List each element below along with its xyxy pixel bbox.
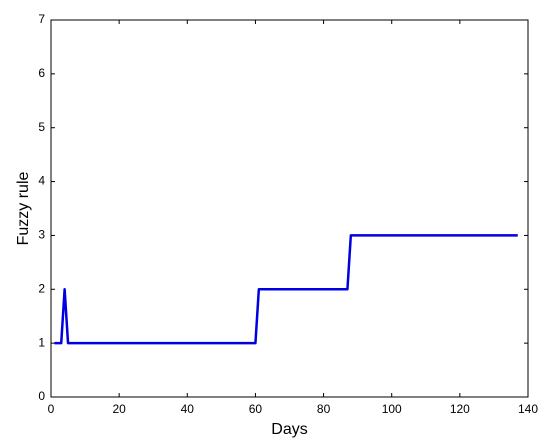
x-tick-label: 120: [450, 402, 470, 416]
x-tick-label: 60: [249, 402, 263, 416]
y-tick-label: 6: [38, 66, 45, 80]
data-line: [54, 234, 518, 345]
x-tick-label: 40: [181, 402, 195, 416]
x-axis-label: Days: [271, 421, 307, 438]
y-tick-label: 5: [38, 120, 45, 134]
x-tick-label: 140: [518, 402, 538, 416]
y-axis-label: Fuzzy rule: [15, 172, 32, 246]
y-tick-label: 0: [38, 389, 45, 403]
y-tick-label: 1: [38, 335, 45, 349]
y-tick-label: 4: [38, 174, 45, 188]
x-tick-label: 100: [382, 402, 402, 416]
y-tick-label: 2: [38, 281, 45, 295]
x-tick-label: 80: [317, 402, 331, 416]
y-tick-label: 7: [38, 12, 45, 26]
x-tick-label: 20: [112, 402, 126, 416]
plot-frame: [50, 19, 529, 398]
y-tick-label: 3: [38, 228, 45, 242]
x-tick-label: 0: [48, 402, 55, 416]
